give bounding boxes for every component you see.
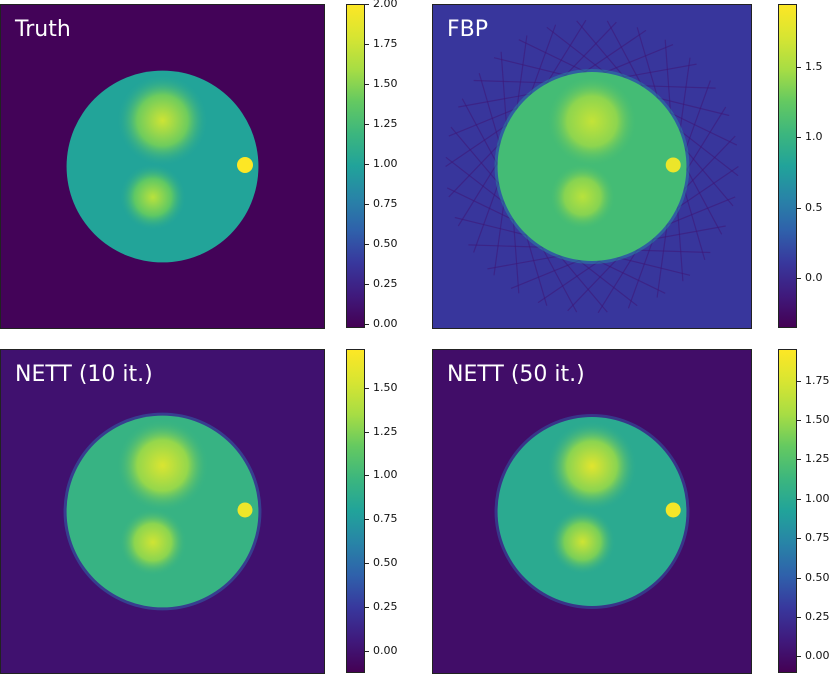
- colorbar-ticks-fbp: 0.0 0.5 1.0 1.5: [797, 4, 830, 328]
- lower-blob: [119, 508, 187, 576]
- colorbar-tick-label: 1.00: [805, 491, 830, 505]
- colorbar-tick-label: 1.50: [805, 412, 830, 426]
- panel-nett-50: NETT (50 it.) 0.00 0.25 0.50 0.75 1.00 1.25 1.…: [432, 347, 830, 676]
- colorbar-tick-mark: [797, 538, 801, 540]
- upper-blob: [116, 74, 209, 167]
- small-dot: [237, 502, 253, 518]
- panel-nett-10: NETT (10 it.) 0.00 0.25 0.50 0.75 1.00 1.25 1.…: [0, 347, 415, 676]
- colorbar-tick-mark: [797, 419, 801, 421]
- heatmap-svg-nett-10: [1, 350, 324, 673]
- colorbar-tick-mark: [797, 616, 801, 618]
- colorbar-ticks-truth: 0.00 0.25 0.50 0.75 1.00 1.25 1.50 1.75 2.00: [365, 0, 415, 330]
- colorbar-tick-mark: [365, 475, 369, 477]
- colorbar-tick-label: 1.00: [373, 468, 398, 482]
- colorbar-tick-mark: [797, 459, 801, 461]
- heatmap-image-fbp: FBP: [432, 4, 752, 329]
- lower-blob: [119, 163, 187, 231]
- colorbar-tick-mark: [797, 577, 801, 579]
- colorbar-fbp: [778, 4, 797, 328]
- colorbar-tick-mark: [365, 283, 369, 285]
- colorbar-tick-mark: [365, 243, 369, 245]
- upper-blob: [546, 75, 638, 167]
- colorbar-tick-label: 0.00: [373, 643, 398, 657]
- small-dot: [237, 156, 254, 173]
- small-dot: [665, 157, 681, 173]
- colorbar-tick-label: 0.25: [373, 600, 398, 613]
- colorbar-tick-label: 0.50: [805, 570, 830, 584]
- colorbar-tick-mark: [365, 84, 369, 85]
- panel-truth: Truth 0.00 0.25 0.50 0.75 1.00 1.25 1.50 1.75 2.…: [0, 0, 415, 338]
- colorbar-tick-label: 0.25: [373, 276, 398, 290]
- panel-title-fbp: FBP: [447, 17, 489, 42]
- lower-blob: [549, 163, 616, 230]
- colorbar-tick-mark: [365, 387, 369, 389]
- heatmap-svg-fbp: [433, 5, 751, 328]
- colorbar-tick-mark: [797, 656, 801, 658]
- colorbar-tick-label: 1.75: [805, 373, 830, 387]
- panel-fbp: FBP 0.0 0.5 1.0 1.5: [432, 0, 830, 338]
- heatmap-svg-truth: [1, 5, 324, 328]
- colorbar-tick-mark: [365, 431, 369, 433]
- small-dot: [665, 502, 681, 518]
- colorbar-tick-label: 0.00: [805, 649, 830, 663]
- colorbar-tick-mark: [797, 67, 801, 69]
- colorbar-tick-label: 1.0: [805, 130, 823, 144]
- colorbar-tick-mark: [365, 607, 369, 608]
- panel-title-nett-50: NETT (50 it.): [447, 362, 585, 387]
- upper-blob: [116, 419, 209, 512]
- colorbar-tick-mark: [797, 498, 801, 500]
- colorbar-tick-label: 0.00: [373, 316, 398, 330]
- panel-title-truth: Truth: [15, 17, 71, 42]
- colorbar-tick-label: 0.50: [373, 236, 398, 250]
- colorbar-tick-label: 0.50: [373, 556, 398, 570]
- colorbar-tick-mark: [365, 44, 369, 45]
- colorbar-tick-label: 1.50: [373, 77, 398, 90]
- colorbar-tick-mark: [365, 203, 369, 205]
- colorbar-tick-mark: [365, 4, 369, 5]
- colorbar-tick-label: 0.25: [805, 609, 830, 623]
- colorbar-tick-mark: [365, 563, 369, 565]
- colorbar-ticks-nett-10: 0.00 0.25 0.50 0.75 1.00 1.25 1.50: [365, 349, 415, 673]
- colorbar-nett-50: [778, 349, 797, 673]
- colorbar-tick-label: 1.25: [805, 452, 830, 466]
- colorbar-tick-label: 1.00: [373, 156, 398, 170]
- colorbar-tick-mark: [365, 650, 369, 652]
- colorbar-tick-mark: [365, 323, 369, 325]
- colorbar-tick-mark: [797, 207, 801, 209]
- colorbar-tick-label: 0.5: [805, 200, 823, 214]
- colorbar-tick-label: 2.00: [373, 0, 398, 10]
- colorbar-tick-label: 1.25: [373, 424, 398, 438]
- upper-blob: [546, 420, 638, 512]
- lower-blob: [549, 508, 616, 575]
- colorbar-tick-mark: [365, 123, 369, 125]
- colorbar-tick-label: 1.5: [805, 60, 823, 74]
- colorbar-tick-label: 0.0: [805, 270, 823, 284]
- colorbar-tick-mark: [365, 519, 369, 521]
- colorbar-tick-label: 0.75: [805, 531, 830, 545]
- heatmap-image-truth: Truth: [0, 4, 325, 329]
- colorbar-truth: [346, 4, 365, 328]
- colorbar-tick-label: 1.75: [373, 37, 398, 50]
- colorbar-tick-mark: [797, 277, 801, 279]
- colorbar-tick-label: 1.50: [373, 380, 398, 394]
- colorbar-nett-10: [346, 349, 365, 673]
- colorbar-tick-label: 0.75: [373, 196, 398, 210]
- heatmap-image-nett-50: NETT (50 it.): [432, 349, 752, 674]
- colorbar-tick-mark: [365, 163, 369, 165]
- colorbar-tick-mark: [797, 137, 801, 139]
- colorbar-ticks-nett-50: 0.00 0.25 0.50 0.75 1.00 1.25 1.50 1.75: [797, 349, 830, 673]
- colorbar-tick-mark: [797, 380, 801, 382]
- panel-title-nett-10: NETT (10 it.): [15, 362, 153, 387]
- heatmap-svg-nett-50: [433, 350, 751, 673]
- heatmap-image-nett-10: NETT (10 it.): [0, 349, 325, 674]
- colorbar-tick-label: 0.75: [373, 512, 398, 526]
- colorbar-tick-label: 1.25: [373, 116, 398, 130]
